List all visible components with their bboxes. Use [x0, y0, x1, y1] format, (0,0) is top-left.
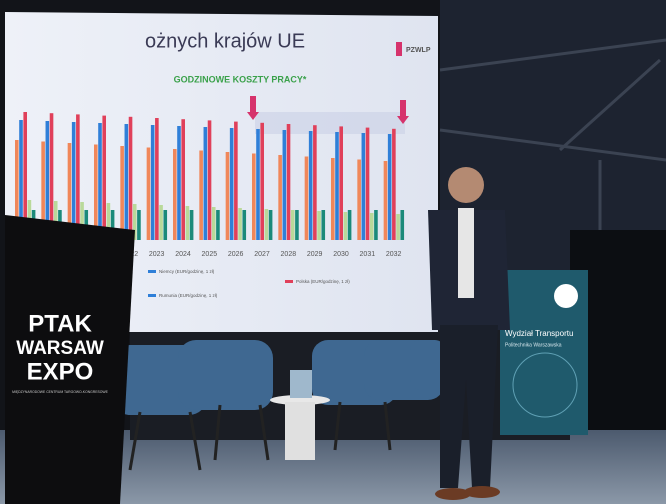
bar-shape [384, 161, 388, 240]
bar-shape [392, 129, 396, 240]
legend-swatch [285, 280, 293, 283]
bar-shape [155, 118, 159, 240]
year-label: 2029 [307, 251, 323, 258]
bar-shape [242, 210, 246, 240]
bar-shape [331, 158, 335, 240]
bar-shape [370, 213, 374, 240]
bar-shape [120, 146, 124, 240]
bar-shape [396, 214, 400, 240]
bar-shape [287, 124, 291, 240]
bar-shape [190, 210, 194, 240]
bar-shape [269, 210, 273, 240]
bar-shape [357, 160, 361, 241]
bar-shape [265, 209, 269, 240]
bar-shape [234, 122, 238, 240]
bar-shape [313, 125, 317, 240]
bar-shape [362, 133, 366, 240]
bar-shape [374, 210, 378, 240]
bar-shape [199, 151, 203, 241]
legend-label: Niemcy (EUR/godzinę, 1 zł) [159, 269, 215, 274]
year-label: 2027 [254, 251, 270, 258]
bar-shape [256, 129, 260, 240]
bar-shape [291, 210, 295, 240]
slide-title: ożnych krajów UE [145, 30, 305, 52]
bar-shape [305, 157, 309, 241]
bar-shape [283, 130, 287, 240]
bar-shape [204, 127, 208, 240]
bar-shape [335, 132, 339, 240]
bar-shape [137, 210, 141, 240]
bar-shape [348, 210, 352, 240]
logo-mark [396, 42, 402, 56]
bar-shape [186, 206, 190, 240]
bar-shape [216, 210, 220, 240]
podium-brand: EXPO [27, 358, 94, 385]
water-bottles [290, 370, 312, 398]
slide-logo: PZWLP [406, 47, 431, 54]
banner-title: Wydział Transportu [505, 329, 573, 338]
bar-shape [309, 131, 313, 240]
highlight-band [255, 112, 405, 134]
year-label: 2023 [149, 251, 165, 258]
bar-shape [321, 210, 325, 240]
bar-shape [278, 155, 282, 240]
banner-emblem [554, 284, 578, 308]
year-label: 2026 [228, 251, 244, 258]
podium-tagline: MIĘDZYNARODOWE CENTRUM TARGOWO-KONGRESOW… [12, 390, 108, 394]
bar-shape [147, 148, 151, 241]
year-label: 2024 [175, 251, 191, 258]
legend-swatch [148, 294, 156, 297]
bar-shape [238, 208, 242, 240]
year-label: 2031 [360, 251, 376, 258]
bar-shape [151, 125, 155, 240]
legend-label: Rumunia (EUR/godzinę, 1 zł) [159, 293, 218, 298]
bar-shape [163, 210, 167, 240]
slide-subtitle: GODZINOWE KOSZTY PRACY* [174, 74, 307, 84]
bar-shape [181, 119, 185, 240]
bar-shape [98, 123, 102, 240]
table-base [285, 402, 315, 460]
podium-brand: WARSAW [16, 338, 104, 359]
bar-shape [295, 210, 299, 240]
bar-shape [226, 152, 230, 240]
banner-subtitle: Politechnika Warszawska [505, 342, 562, 348]
bar-shape [366, 128, 370, 240]
bar-shape [129, 117, 133, 240]
bar-shape [400, 210, 404, 240]
year-label: 2032 [386, 251, 402, 258]
year-label: 2025 [202, 251, 218, 258]
bar-shape [159, 205, 163, 240]
bar-shape [260, 123, 264, 240]
bar-shape [173, 149, 177, 240]
year-label: 2030 [333, 251, 349, 258]
bar-shape [252, 154, 256, 241]
bar-shape [388, 134, 392, 240]
bar-shape [317, 211, 321, 240]
bar-shape [230, 128, 234, 240]
year-label: 2028 [281, 251, 297, 258]
bar-shape [125, 124, 129, 240]
bar-shape [177, 126, 181, 240]
legend-label: Polska (EUR/godzinę, 1 zł) [296, 279, 350, 284]
bar-shape [212, 207, 216, 240]
bar-shape [208, 120, 212, 240]
bar-shape [102, 116, 106, 240]
bar-shape [72, 122, 76, 240]
bar-shape [76, 114, 80, 240]
legend-swatch [148, 270, 156, 273]
scene: ożnych krajów UE GODZINOWE KOSZTY PRACY*… [0, 0, 666, 504]
bar-shape [339, 126, 343, 240]
bar-shape [344, 212, 348, 240]
podium-brand: PTAK [28, 310, 92, 337]
